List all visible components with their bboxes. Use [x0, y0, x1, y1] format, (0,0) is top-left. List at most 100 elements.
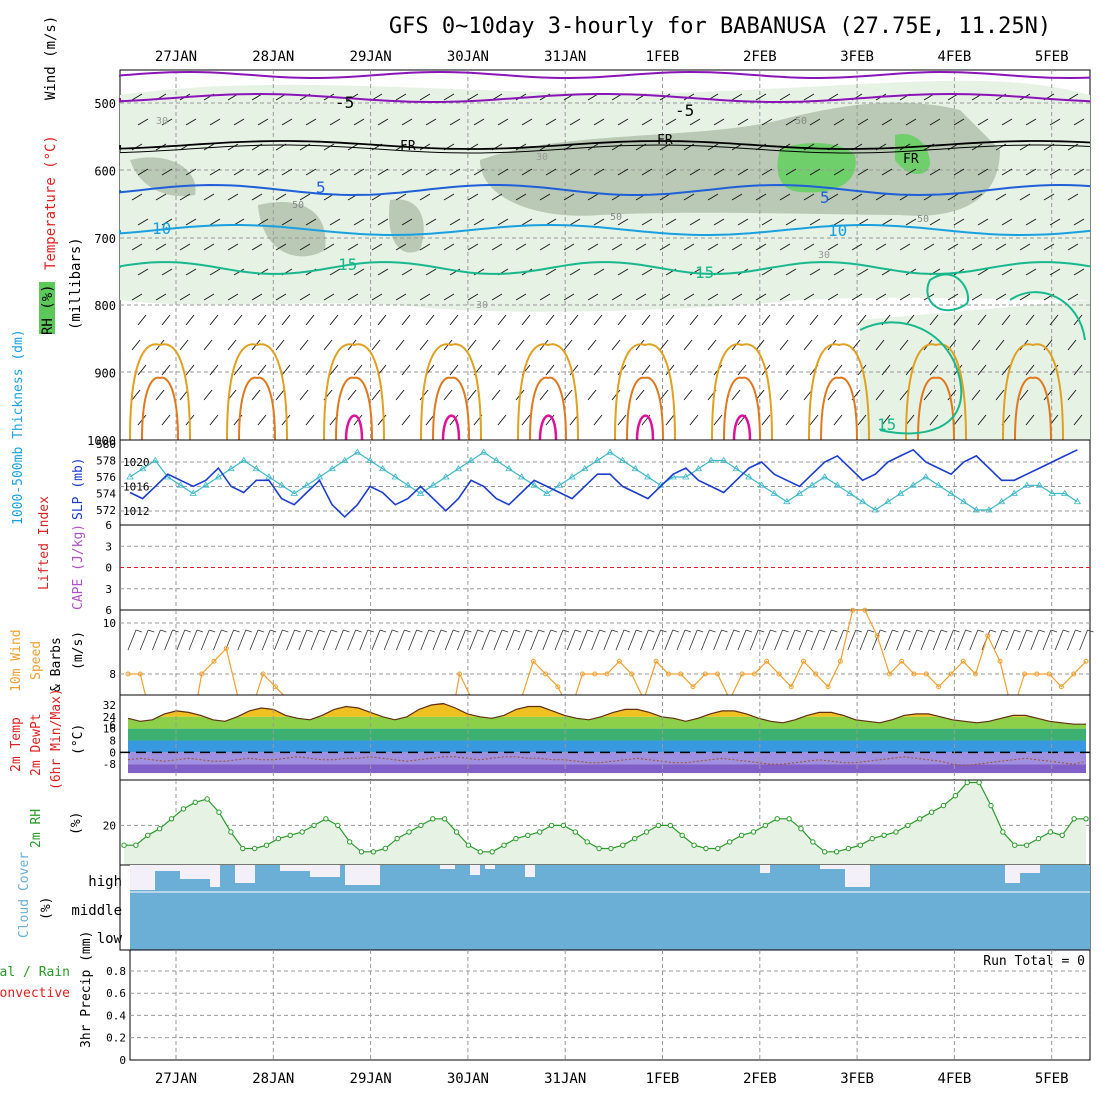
wind10-barb-75: [1042, 629, 1052, 651]
barb-288: [329, 268, 341, 276]
barb-356: [995, 293, 1007, 301]
wind10-point-41: [629, 671, 635, 677]
barb-407: [299, 339, 309, 351]
barb-274: [947, 243, 959, 251]
label-10: 10: [152, 219, 171, 238]
cape-label: CAPE (J/kg): [71, 524, 86, 610]
wind10-barb-tick-54: [794, 629, 801, 633]
barb-151: [881, 168, 893, 176]
loop-outer-8: [905, 343, 967, 441]
barb-104: [707, 143, 719, 151]
wind10-barb-tick-71: [1002, 629, 1009, 633]
barb-277: [1019, 243, 1031, 251]
barb-14: [467, 93, 479, 101]
wind10-tick-8: 8: [109, 668, 116, 681]
wind10-barb-tick-0: [135, 629, 143, 633]
barb-400: [131, 339, 141, 351]
wind10-barb-41: [627, 629, 637, 651]
rh2m-point-17: [323, 816, 329, 822]
wind10-barb-51: [749, 629, 759, 651]
rh2m-point-72: [976, 779, 982, 786]
barb-543: [689, 414, 699, 426]
rh2m-label: 2m RH: [29, 809, 44, 848]
barb-265: [731, 243, 743, 251]
barb-256: [515, 243, 527, 251]
barb-498: [563, 389, 573, 401]
barb-83: [203, 143, 215, 151]
barb-481: [155, 389, 165, 401]
rh2m-point-11: [251, 845, 258, 852]
rh2m-point-77: [1035, 835, 1042, 842]
wind10-point-6: [199, 671, 205, 677]
barb-345: [731, 293, 743, 301]
wind10-barb-tick-14: [306, 629, 313, 633]
barb-132: [425, 168, 437, 176]
bottom-date-9: 5FEB: [1035, 1071, 1069, 1087]
wind10-barb-25: [432, 629, 442, 651]
rh2m-point-49: [703, 845, 709, 852]
barb-557: [1025, 414, 1035, 426]
barb-416: [515, 339, 525, 351]
barb-445: [257, 364, 267, 376]
barb-333: [443, 293, 455, 301]
wind10-barb-tick-70: [989, 629, 997, 633]
barb-165: [251, 193, 263, 201]
label-15-c: 15: [877, 415, 896, 434]
barb-208: [329, 218, 341, 226]
barb-0: [131, 93, 143, 101]
barb-473: [929, 364, 939, 376]
thickness-label: 1000-500mb Thickness (dm): [11, 329, 26, 525]
barb-259: [587, 243, 599, 251]
loop-outer-3: [420, 343, 482, 441]
rh2m-point-36: [548, 822, 555, 829]
loop-outer-4: [517, 343, 579, 441]
rh2m-point-12: [263, 842, 270, 848]
barb-355: [971, 293, 983, 301]
barb-29: [827, 93, 839, 101]
cloud-gap-3: [210, 865, 220, 887]
barb-88: [323, 143, 335, 151]
barb-272: [899, 243, 911, 251]
barb-361: [161, 314, 171, 326]
barb-330: [371, 293, 383, 301]
upper-grid: [120, 70, 1090, 440]
wind10-barb-tick-42: [648, 629, 655, 633]
barb-544: [713, 414, 723, 426]
label-15: 15: [338, 255, 357, 274]
barb-521: [161, 414, 171, 426]
wind10-label-a: 10m Wind: [9, 629, 24, 692]
wind10-barb-tick-3: [172, 629, 179, 633]
barb-379: [593, 314, 603, 326]
cloud-unit: (%): [39, 897, 54, 920]
rh2m-point-51: [727, 839, 733, 845]
wind10-barb-9: [237, 629, 247, 651]
barb-54: [473, 118, 485, 126]
barb-116: [995, 143, 1007, 151]
barb-412: [419, 339, 429, 351]
barb-164: [227, 193, 239, 201]
barb-477: [1025, 364, 1035, 376]
barb-279: [1067, 243, 1079, 251]
thickness-point-20: [378, 464, 387, 472]
wind10-label-b: Speed: [29, 641, 44, 680]
barb-152: [905, 168, 917, 176]
barb-28: [803, 93, 815, 101]
thick-tick-4: 572: [96, 504, 116, 517]
barb-240: [131, 243, 143, 251]
barb-69: [833, 118, 845, 126]
label-rh30-d: 30: [476, 300, 488, 311]
precip-total-label: Total / Rain: [0, 965, 70, 980]
thickness-point-51: [770, 489, 778, 496]
loop-mid-6: [723, 376, 761, 441]
barb-166: [275, 193, 287, 201]
barb-79: [1073, 118, 1085, 126]
thickness-point-67: [972, 506, 981, 513]
wind10-barb-tick-27: [465, 629, 472, 633]
rh2m-point-10: [240, 845, 246, 852]
barb-213: [449, 218, 461, 226]
slp-label: SLP (mb): [71, 457, 86, 520]
barb-350: [851, 293, 863, 301]
barb-216: [521, 218, 533, 226]
